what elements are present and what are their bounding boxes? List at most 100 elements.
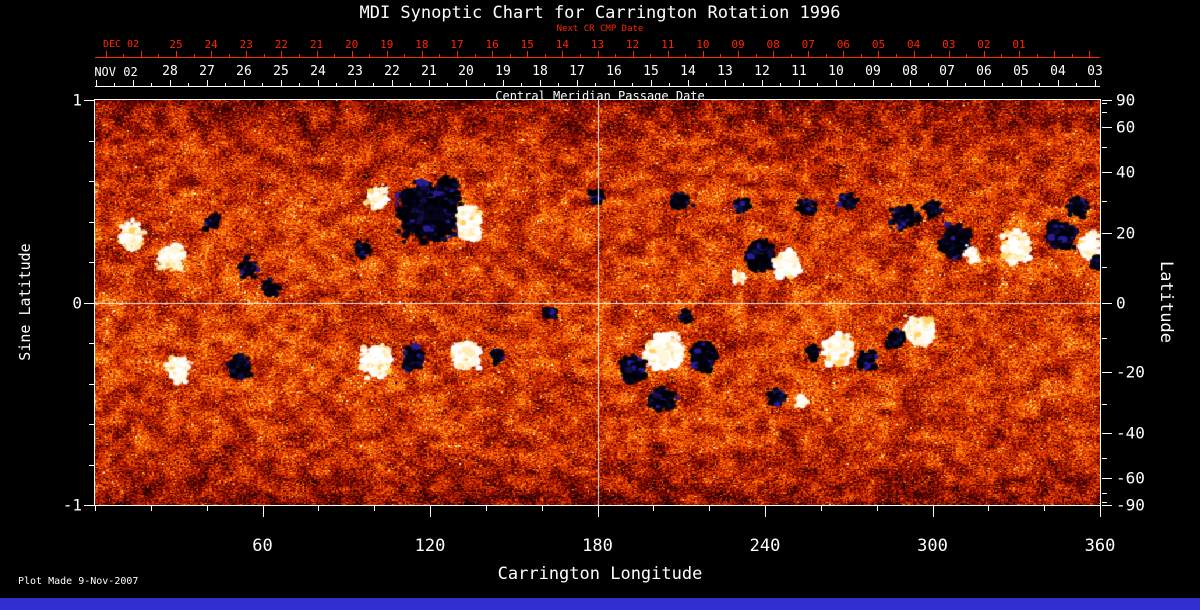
next-cr-tick xyxy=(773,51,775,57)
next-cr-minor-tick xyxy=(404,54,406,57)
cmp-tick-label: 22 xyxy=(384,64,400,79)
next-cr-tick xyxy=(281,51,283,57)
next-cr-tick xyxy=(1089,51,1091,57)
next-cr-minor-tick xyxy=(298,54,300,57)
cmp-tick xyxy=(243,80,245,86)
cmp-minor-tick xyxy=(1039,83,1041,86)
next-cr-minor-tick xyxy=(193,54,195,57)
y-left-tick xyxy=(89,140,94,142)
cmp-minor-tick xyxy=(151,83,153,86)
cmp-minor-tick xyxy=(447,83,449,86)
cmp-tick xyxy=(317,80,319,86)
cmp-minor-tick xyxy=(262,83,264,86)
next-cr-tick xyxy=(562,51,564,57)
cmp-tick-label: 13 xyxy=(717,64,733,79)
y-right-tick-label: -20 xyxy=(1116,362,1145,382)
cmp-tick xyxy=(650,80,652,86)
cmp-minor-tick xyxy=(373,83,375,86)
cmp-tick-label: 12 xyxy=(754,64,770,79)
next-cr-tick xyxy=(737,51,739,57)
cmp-minor-tick xyxy=(521,83,523,86)
next-cr-minor-tick xyxy=(966,54,968,57)
cmp-tick xyxy=(539,80,541,86)
next-cr-tick-label: 05 xyxy=(871,38,886,51)
cmp-tick xyxy=(465,80,467,86)
next-cr-tick-label: 19 xyxy=(380,38,394,51)
x-tick xyxy=(653,506,655,511)
y-right-tick xyxy=(1102,100,1112,101)
next-cr-tick-label: 03 xyxy=(942,38,956,51)
cmp-minor-tick xyxy=(965,83,967,86)
cmp-tick-label: 21 xyxy=(421,64,437,79)
cmp-tick xyxy=(576,80,578,86)
x-tick xyxy=(1100,506,1101,517)
cmp-tick xyxy=(354,80,356,86)
next-cr-tick xyxy=(913,51,915,57)
cmp-tick xyxy=(502,80,504,86)
y-left-tick xyxy=(84,100,94,101)
y-left-tick-label: -1 xyxy=(62,495,82,515)
y-left-tick xyxy=(89,221,94,223)
y-left-tick xyxy=(89,424,94,425)
cmp-minor-tick xyxy=(336,83,338,86)
y-left-tick xyxy=(89,343,94,344)
x-tick xyxy=(1044,506,1046,511)
next-cr-minor-tick xyxy=(263,54,265,57)
y-right-tick xyxy=(1102,505,1112,506)
cmp-tick xyxy=(1057,80,1059,86)
cmp-tick xyxy=(946,80,948,86)
cmp-tick xyxy=(1020,80,1022,86)
next-cr-axis-line xyxy=(95,57,1100,58)
cmp-tick xyxy=(1094,80,1096,86)
cmp-minor-tick xyxy=(780,83,782,86)
next-cr-tick-label: 15 xyxy=(520,38,534,51)
cmp-tick xyxy=(428,80,430,86)
y-right-tick xyxy=(1102,492,1107,494)
y-left-tick-label: 0 xyxy=(72,293,82,312)
next-cr-tick xyxy=(457,51,458,57)
cmp-tick xyxy=(613,80,615,86)
y-right-tick xyxy=(1102,127,1112,129)
next-cr-tick xyxy=(527,51,529,57)
x-tick-label: 300 xyxy=(917,536,948,556)
y-left-tick xyxy=(89,262,94,263)
cmp-minor-tick xyxy=(114,83,116,86)
next-cr-minor-tick xyxy=(685,54,687,57)
cmp-minor-tick xyxy=(410,83,412,86)
x-tick xyxy=(820,506,822,511)
next-cr-minor-tick xyxy=(544,54,546,57)
y-right-tick xyxy=(1102,201,1107,203)
y-left-tick xyxy=(89,464,94,466)
x-tick xyxy=(430,506,431,517)
next-cr-minor-tick xyxy=(825,54,827,57)
next-cr-tick-label: 04 xyxy=(906,38,921,51)
y-left-tick xyxy=(84,505,94,506)
cmp-minor-tick xyxy=(891,83,893,86)
next-cr-minor-tick xyxy=(369,54,371,57)
next-cr-tick-label: 13 xyxy=(590,38,605,51)
next-cr-tick xyxy=(1018,51,1020,57)
next-cr-minor-tick xyxy=(334,54,336,57)
cmp-minor-tick xyxy=(817,83,819,86)
cmp-minor-tick xyxy=(632,83,634,86)
y-left-tick-label: 1 xyxy=(72,90,82,110)
y-right-tick-label: 60 xyxy=(1116,117,1136,137)
next-cr-tick xyxy=(211,51,213,57)
cmp-minor-tick xyxy=(669,83,671,86)
next-cr-tick xyxy=(878,51,880,57)
next-cr-minor-tick xyxy=(579,54,581,57)
next-cr-tick-label: 14 xyxy=(555,38,569,51)
y-left-tick xyxy=(84,302,94,304)
y-right-tick xyxy=(1102,371,1112,373)
x-tick-label: 240 xyxy=(749,536,781,556)
cmp-minor-tick xyxy=(854,83,856,86)
next-cr-minor-tick xyxy=(1036,54,1038,57)
cmp-tick-label: 16 xyxy=(606,64,622,79)
next-cr-tick xyxy=(351,51,353,57)
next-cr-tick-label: 17 xyxy=(450,38,464,51)
cmp-tick-label: 05 xyxy=(1013,64,1029,79)
cmp-tick xyxy=(687,80,689,86)
x-tick xyxy=(541,506,543,511)
next-cr-tick-label: 20 xyxy=(345,38,359,51)
y-left-tick xyxy=(89,181,94,182)
